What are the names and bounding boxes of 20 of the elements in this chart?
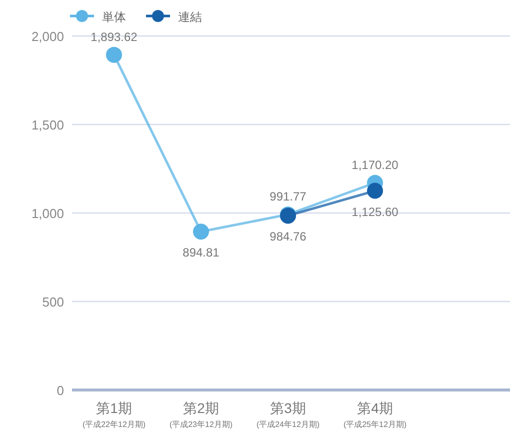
y-tick-label: 0 <box>56 383 64 398</box>
point <box>106 46 122 63</box>
data-label: 1,170.20 <box>352 158 399 172</box>
legend-label: 連結 <box>178 10 202 24</box>
x-tick-label: 第1期 (平成22年12月期) <box>82 400 146 429</box>
y-tick-label: 500 <box>42 294 64 310</box>
point <box>367 182 383 199</box>
point <box>193 224 209 240</box>
x-tick-label: 第3期 (平成24年12月期) <box>256 400 320 429</box>
legend-label: 単体 <box>102 10 126 24</box>
y-tick-label: 1,500 <box>31 118 64 132</box>
data-label: 984.76 <box>270 230 307 244</box>
y-tick-label: 1,000 <box>31 206 64 221</box>
y-tick-label: 2,000 <box>31 29 64 44</box>
data-label: 894.81 <box>182 246 220 260</box>
data-label: 991.77 <box>270 189 307 204</box>
x-tick-label: 第2期 (平成23年12月期) <box>169 400 233 429</box>
data-label: 1,893.62 <box>90 30 138 44</box>
data-label: 1,125.60 <box>352 204 399 219</box>
x-tick-label: 第4期 (平成25年12月期) <box>343 400 407 429</box>
